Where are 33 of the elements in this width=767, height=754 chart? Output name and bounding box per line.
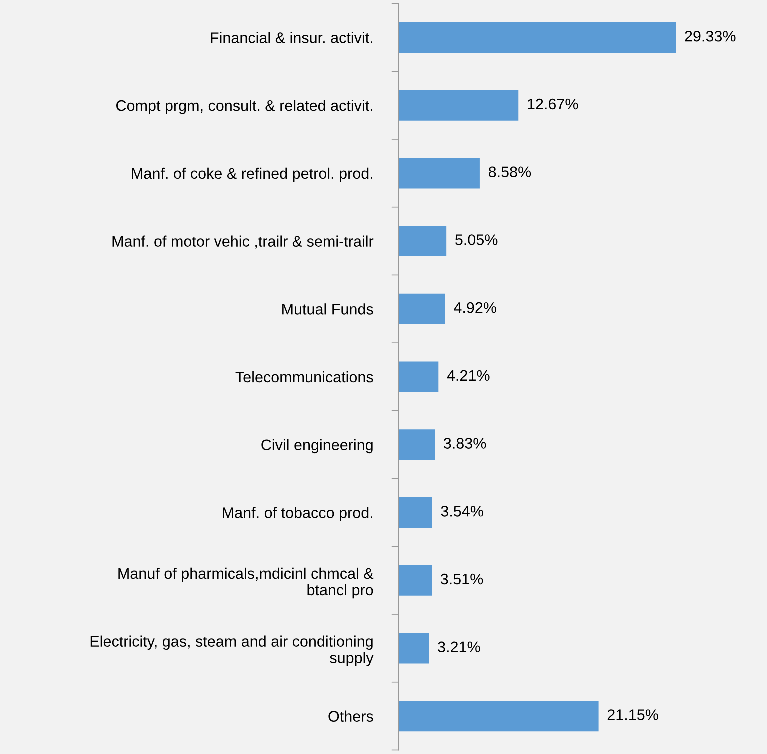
- y-tick-label: Manuf of pharmicals,mdicinl chmcal & btancl pro: [118, 568, 374, 599]
- bar: [398, 565, 432, 596]
- data-label: 5.05%: [456, 234, 498, 246]
- data-label: 12.67%: [528, 98, 578, 110]
- data-label: 3.54%: [441, 506, 484, 517]
- data-label: 4.21%: [447, 370, 490, 382]
- y-tick-label: Others: [328, 710, 374, 722]
- data-label: 3.21%: [438, 642, 480, 653]
- data-label: 3.51%: [440, 574, 484, 585]
- y-tick-label: Compt prgm, consult. & related activit.: [116, 100, 372, 114]
- bar: [398, 633, 430, 664]
- bar: [398, 701, 599, 732]
- y-tick-label: Manf. of motor vehic ,trailr & semi-trailr: [112, 236, 374, 249]
- y-tick-label: Manf. of coke & refined petrol. prod.: [132, 168, 372, 182]
- y-tick-label: Manf. of tobacco prod.: [223, 507, 372, 522]
- data-label: 4.92%: [454, 302, 496, 314]
- y-tick-label: Telecommunications: [236, 371, 374, 383]
- y-tick-label: Electricity, gas, steam and air conditioning supply: [90, 636, 374, 666]
- y-tick-label: Mutual Funds: [282, 304, 374, 315]
- bar: [398, 158, 480, 189]
- y-tick-label: Financial & insur. activit.: [211, 32, 372, 44]
- bar: [398, 362, 439, 392]
- bar: [398, 22, 676, 53]
- bar: [398, 294, 446, 324]
- bar: [398, 430, 436, 460]
- data-label: 29.33%: [685, 30, 736, 42]
- data-label: 3.83%: [444, 438, 486, 449]
- bar: [398, 497, 432, 528]
- bar: [398, 226, 447, 257]
- y-tick-label: Civil engineering: [262, 439, 373, 454]
- bar: [398, 90, 519, 121]
- data-label: 21.15%: [608, 710, 658, 720]
- data-label: 8.58%: [488, 166, 532, 178]
